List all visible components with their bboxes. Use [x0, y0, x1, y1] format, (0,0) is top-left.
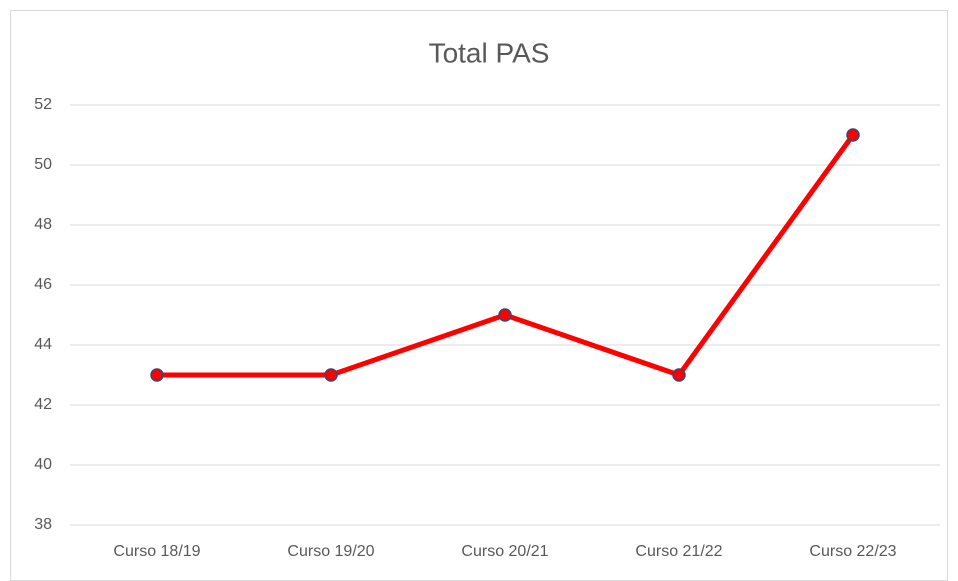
x-tick-label: Curso 20/21 — [461, 543, 548, 560]
x-tick-label: Curso 18/19 — [113, 543, 200, 560]
x-tick-label: Curso 19/20 — [287, 543, 374, 560]
y-tick-label: 46 — [34, 276, 52, 293]
x-tick-label: Curso 21/22 — [635, 543, 722, 560]
chart-border — [10, 10, 948, 581]
y-tick-label: 52 — [34, 96, 52, 113]
x-tick-label: Curso 22/23 — [809, 543, 896, 560]
chart-title: Total PAS — [429, 37, 550, 68]
data-point — [672, 368, 686, 382]
y-tick-label: 38 — [34, 516, 52, 533]
data-point — [324, 368, 338, 382]
y-tick-label: 44 — [34, 336, 52, 353]
data-point — [846, 128, 860, 142]
data-point — [150, 368, 164, 382]
data-point — [498, 308, 512, 322]
y-tick-label: 42 — [34, 396, 52, 413]
y-tick-label: 40 — [34, 456, 52, 473]
y-tick-label: 48 — [34, 216, 52, 233]
y-tick-label: 50 — [34, 156, 52, 173]
